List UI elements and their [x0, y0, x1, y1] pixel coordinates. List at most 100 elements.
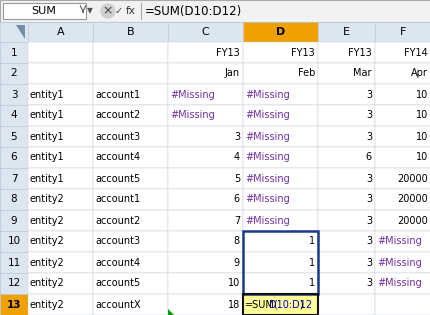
Bar: [93, 189, 168, 210]
Bar: [28, 252, 93, 273]
Bar: [0, 126, 28, 147]
Bar: [28, 63, 93, 84]
Bar: [28, 22, 93, 42]
Text: 6: 6: [365, 152, 371, 163]
Text: 10: 10: [415, 131, 427, 141]
Text: Feb: Feb: [297, 68, 314, 78]
Text: Jan: Jan: [224, 68, 240, 78]
Text: #Missing: #Missing: [244, 111, 289, 121]
Text: 9: 9: [233, 257, 240, 267]
Text: FY14: FY14: [403, 48, 427, 58]
Bar: [243, 210, 317, 231]
Text: 3: 3: [365, 278, 371, 289]
Bar: [168, 231, 243, 252]
Text: 3: 3: [365, 237, 371, 247]
Bar: [317, 126, 374, 147]
Bar: [374, 210, 430, 231]
Bar: [0, 0, 430, 22]
Text: D: D: [275, 27, 285, 37]
Bar: [374, 189, 430, 210]
Text: entity1: entity1: [30, 174, 64, 184]
Text: account3: account3: [95, 131, 140, 141]
Bar: [374, 126, 430, 147]
Text: 18: 18: [227, 300, 240, 310]
Text: account3: account3: [95, 237, 140, 247]
Polygon shape: [16, 25, 25, 39]
Bar: [374, 231, 430, 252]
Bar: [317, 231, 374, 252]
Text: 1: 1: [308, 237, 314, 247]
Text: 7: 7: [11, 174, 17, 184]
Bar: [168, 63, 243, 84]
Text: 5: 5: [11, 131, 17, 141]
Bar: [243, 231, 317, 252]
Text: entity1: entity1: [30, 111, 64, 121]
Bar: [3, 3, 86, 19]
Bar: [168, 189, 243, 210]
Text: 10: 10: [415, 111, 427, 121]
Circle shape: [101, 4, 115, 18]
Text: 8: 8: [11, 194, 17, 204]
Bar: [374, 294, 430, 315]
Text: D10:D12: D10:D12: [268, 300, 311, 310]
Bar: [168, 42, 243, 63]
Bar: [317, 22, 374, 42]
Text: 6: 6: [233, 194, 240, 204]
Text: #Missing: #Missing: [244, 89, 289, 100]
Bar: [168, 252, 243, 273]
Bar: [28, 189, 93, 210]
Bar: [93, 126, 168, 147]
Bar: [374, 63, 430, 84]
Bar: [93, 42, 168, 63]
Bar: [0, 231, 28, 252]
Text: #Missing: #Missing: [244, 131, 289, 141]
Bar: [317, 273, 374, 294]
Bar: [374, 84, 430, 105]
Text: entity1: entity1: [30, 89, 64, 100]
Text: account4: account4: [95, 257, 140, 267]
Bar: [317, 210, 374, 231]
Bar: [0, 252, 28, 273]
Text: FY13: FY13: [216, 48, 240, 58]
Bar: [168, 168, 243, 189]
Bar: [28, 273, 93, 294]
Text: entity2: entity2: [30, 215, 64, 226]
Text: account4: account4: [95, 152, 140, 163]
Text: 3: 3: [365, 131, 371, 141]
Bar: [93, 84, 168, 105]
Bar: [0, 42, 28, 63]
Text: 1: 1: [308, 278, 314, 289]
Text: 20000: 20000: [396, 174, 427, 184]
Bar: [243, 189, 317, 210]
Bar: [317, 105, 374, 126]
Bar: [93, 273, 168, 294]
Bar: [317, 147, 374, 168]
Text: 10: 10: [415, 152, 427, 163]
Text: entity2: entity2: [30, 278, 64, 289]
Bar: [0, 105, 28, 126]
Text: 3: 3: [233, 131, 240, 141]
Text: 3: 3: [365, 174, 371, 184]
Text: 20000: 20000: [396, 194, 427, 204]
Bar: [93, 22, 168, 42]
Bar: [28, 84, 93, 105]
Text: 11: 11: [7, 257, 21, 267]
Bar: [243, 147, 317, 168]
Bar: [28, 294, 93, 315]
Text: SUM: SUM: [31, 6, 56, 16]
Bar: [317, 42, 374, 63]
Text: 10: 10: [227, 278, 240, 289]
Bar: [28, 231, 93, 252]
Bar: [168, 210, 243, 231]
Text: 9: 9: [11, 215, 17, 226]
Bar: [317, 84, 374, 105]
Bar: [374, 168, 430, 189]
Text: #Missing: #Missing: [244, 174, 289, 184]
Text: Apr: Apr: [410, 68, 427, 78]
Bar: [168, 294, 243, 315]
Text: entity2: entity2: [30, 257, 64, 267]
Bar: [243, 22, 317, 42]
Text: ): ): [298, 300, 302, 310]
Text: #Missing: #Missing: [244, 215, 289, 226]
Bar: [374, 105, 430, 126]
